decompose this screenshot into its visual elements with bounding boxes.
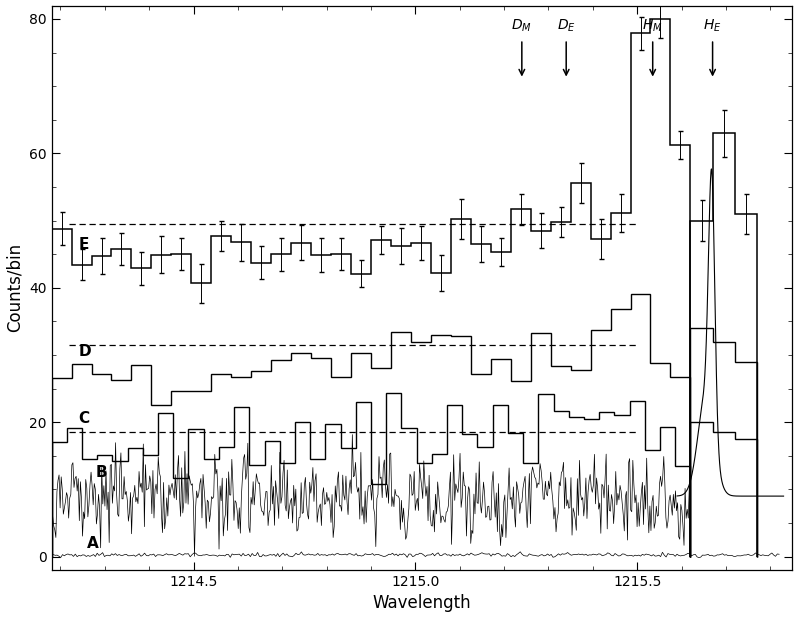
Text: D: D [78, 344, 91, 359]
Text: A: A [87, 536, 99, 551]
Text: $D_E$: $D_E$ [557, 17, 575, 34]
Y-axis label: Counts/bin: Counts/bin [6, 243, 24, 332]
Text: C: C [78, 412, 89, 426]
Text: $H_M$: $H_M$ [642, 17, 663, 34]
X-axis label: Wavelength: Wavelength [373, 595, 472, 612]
Text: $D_M$: $D_M$ [512, 17, 532, 34]
Text: $H_E$: $H_E$ [703, 17, 722, 34]
Text: B: B [96, 465, 108, 480]
Text: E: E [78, 237, 89, 252]
